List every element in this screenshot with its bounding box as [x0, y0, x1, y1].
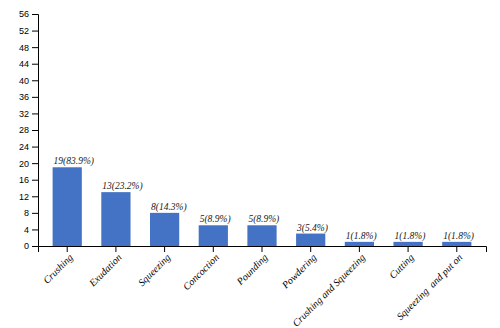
y-tick-label: 20 — [19, 159, 29, 169]
data-label: 3(5.4%) — [296, 223, 328, 234]
data-label: 1(1.8%) — [394, 231, 425, 242]
x-tick: Powdering — [279, 246, 319, 291]
y-tick-mark — [32, 147, 38, 148]
y-tick: 16 — [19, 175, 38, 185]
data-labels: 19(83.9%) 13(23.2%) 8(14.3%) 5(8.9%) 5(8.9%)… — [54, 156, 474, 242]
y-tick-label: 8 — [24, 208, 29, 218]
y-tick: 32 — [19, 109, 38, 119]
y-tick-mark — [32, 31, 38, 32]
x-tick-mark — [310, 246, 311, 252]
y-tick-label: 4 — [24, 225, 29, 235]
data-label: 1(1.8%) — [346, 231, 377, 242]
y-tick-mark — [32, 196, 38, 197]
y-tick-label: 56 — [19, 9, 29, 19]
x-tick: Squeezing and put on — [394, 246, 464, 322]
y-tick-label: 44 — [19, 59, 29, 69]
y-tick: 56 — [19, 9, 38, 19]
bar — [393, 242, 422, 246]
bar — [345, 242, 374, 246]
x-tick: Pounding — [234, 246, 270, 288]
y-tick-mark — [32, 180, 38, 181]
y-tick-mark — [32, 246, 38, 247]
y-tick-label: 52 — [19, 26, 29, 36]
y-tick-mark — [32, 14, 38, 15]
x-tick-label: Squeezing and put on — [394, 252, 464, 322]
data-label: 5(8.9%) — [248, 214, 279, 225]
y-tick-label: 16 — [19, 175, 29, 185]
y-tick-mark — [32, 130, 38, 131]
x-tick: Crushing and Squeezing — [290, 246, 367, 328]
x-tick-mark — [262, 246, 263, 252]
y-tick-mark — [32, 64, 38, 65]
x-tick: Squeezing — [136, 246, 172, 288]
x-tick-label: Crushing and Squeezing — [290, 252, 367, 328]
y-tick-mark — [32, 97, 38, 98]
y-tick-label: 32 — [19, 109, 29, 119]
y-tick-label: 40 — [19, 76, 29, 86]
y-tick-label: 36 — [19, 92, 29, 102]
x-tick-label: Cutting — [387, 252, 416, 281]
bar — [53, 167, 82, 246]
x-axis: Crushing Exudation SqueezingConcoction Poun… — [39, 246, 487, 328]
bar — [199, 225, 228, 246]
x-tick-label: Concoction — [181, 252, 221, 292]
y-tick: 36 — [19, 92, 38, 102]
x-axis-line — [39, 247, 487, 253]
bar — [247, 225, 276, 246]
plot-area: 048121620242832364044485256CrushingExuda… — [19, 9, 487, 328]
data-label: 5(8.9%) — [200, 214, 231, 225]
x-tick-label: Powdering — [279, 252, 319, 292]
y-tick: 12 — [19, 192, 38, 202]
y-tick: 20 — [19, 159, 38, 169]
chart: 048121620242832364044485256CrushingExuda… — [0, 0, 500, 328]
x-tick-mark — [408, 246, 409, 252]
y-tick-label: 12 — [19, 192, 29, 202]
y-tick-mark — [32, 213, 38, 214]
y-tick: 4 — [24, 225, 38, 235]
y-axis-line — [32, 15, 39, 247]
x-tick: Cutting — [387, 246, 416, 281]
x-tick-label: Pounding — [234, 252, 270, 288]
y-tick: 0 — [24, 241, 38, 251]
x-tick-mark — [456, 246, 457, 252]
y-tick: 48 — [19, 43, 38, 53]
y-tick-label: 0 — [24, 241, 29, 251]
x-tick: Crushing — [41, 246, 75, 286]
y-tick-mark — [32, 229, 38, 230]
y-axis: 048121620242832364044485256 — [19, 9, 39, 251]
y-tick-label: 48 — [19, 43, 29, 53]
data-label: 19(83.9%) — [54, 156, 94, 167]
y-tick-label: 28 — [19, 125, 29, 135]
y-tick: 44 — [19, 59, 38, 69]
bar — [101, 192, 130, 246]
x-tick-label: Squeezing — [136, 252, 172, 288]
y-tick-mark — [32, 47, 38, 48]
y-tick-mark — [32, 80, 38, 81]
y-tick: 28 — [19, 125, 38, 135]
x-tick: Exudation — [86, 246, 124, 289]
bar — [150, 213, 179, 246]
bar — [442, 242, 471, 246]
y-tick: 24 — [19, 142, 38, 152]
x-tick: Concoction — [181, 246, 221, 292]
x-tick-mark — [115, 246, 116, 252]
data-label: 13(23.2%) — [102, 181, 142, 192]
bar — [296, 234, 325, 246]
y-tick: 40 — [19, 76, 38, 86]
x-tick-label: Exudation — [86, 252, 124, 290]
x-tick-mark — [67, 246, 68, 252]
x-tick-label: Crushing — [41, 252, 75, 286]
y-tick: 8 — [24, 208, 38, 218]
y-tick-mark — [32, 113, 38, 114]
bars — [53, 167, 472, 246]
x-tick-mark — [213, 246, 214, 252]
y-tick-mark — [32, 163, 38, 164]
data-label: 1(1.8%) — [443, 231, 474, 242]
x-tick-mark — [164, 246, 165, 252]
x-tick-mark — [359, 246, 360, 252]
data-label: 8(14.3%) — [151, 202, 187, 213]
y-tick: 52 — [19, 26, 38, 36]
y-tick-label: 24 — [19, 142, 29, 152]
